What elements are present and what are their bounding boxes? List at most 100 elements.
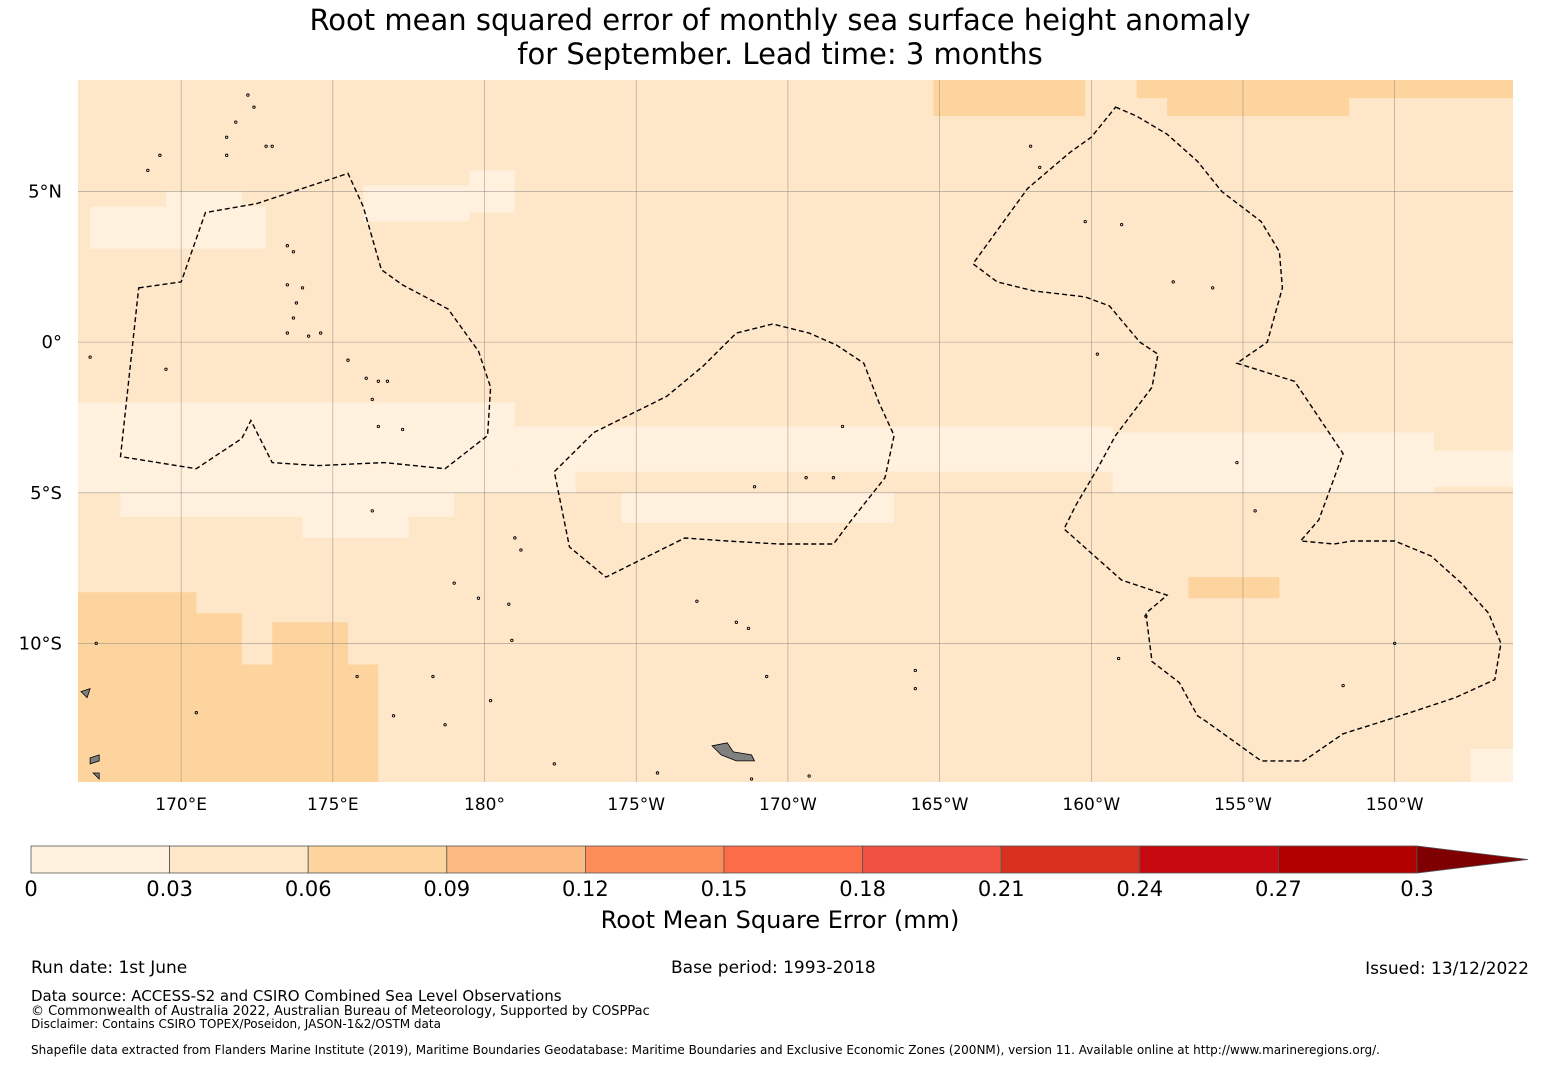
graticule (78, 80, 1513, 782)
island (734, 620, 738, 624)
field-cell (1470, 748, 1513, 782)
field-cell (1167, 98, 1350, 117)
colorbar: 0 0.03 0.06 0.09 0.12 0.15 0.18 0.21 0.24 0.27 0.3 (24, 845, 1529, 901)
run-date: Run date: 1st June (31, 958, 188, 978)
island (80, 687, 91, 699)
colorbar-blocks (30, 845, 1529, 874)
island (346, 358, 350, 362)
eez-outline (972, 106, 1502, 762)
island (752, 485, 757, 489)
field-cell (302, 516, 409, 538)
island (306, 334, 311, 338)
island (1253, 509, 1257, 513)
field-cell (1434, 450, 1513, 487)
island (1341, 683, 1345, 688)
field-cell (120, 492, 455, 517)
colorbar-tick-label: 0.03 (146, 877, 193, 901)
colorbar-extend-arrow (1416, 845, 1529, 874)
colorbar-tick-label: 0.09 (423, 877, 470, 901)
field-cell (1112, 486, 1435, 493)
island (92, 772, 100, 780)
island (294, 301, 299, 305)
field-cell (78, 592, 197, 665)
copyright-notice: © Commonwealth of Australia 2022, Austra… (31, 1004, 650, 1019)
shapefile-credit: Shapefile data extracted from Flanders M… (31, 1043, 1380, 1057)
island (1119, 222, 1124, 227)
issued-date: Issued: 13/12/2022 (1365, 959, 1529, 979)
island (452, 581, 456, 585)
island (1028, 144, 1033, 148)
lon-tick-label: 170°E (155, 795, 207, 815)
island (913, 686, 917, 691)
island (746, 626, 751, 630)
island (1116, 656, 1121, 661)
island (264, 144, 268, 148)
lon-tick-label: 160°W (1062, 795, 1120, 815)
field-cell (514, 426, 1113, 472)
island (1235, 460, 1239, 465)
island (88, 355, 92, 359)
coastlines (80, 93, 1397, 781)
field-cell (196, 613, 242, 665)
island (488, 699, 493, 703)
island (476, 596, 481, 600)
island (370, 397, 374, 402)
colorbar-block (307, 845, 448, 874)
eez-outline (119, 172, 492, 470)
island (270, 144, 274, 148)
island (376, 424, 380, 429)
field-cell (90, 206, 267, 249)
colorbar-block (723, 845, 864, 874)
lon-tick-label: 155°W (1214, 795, 1272, 815)
colorbar-tick-label: 0.18 (839, 877, 886, 901)
island (376, 379, 380, 383)
island (519, 548, 523, 552)
data-source: Data source: ACCESS-S2 and CSIRO Combine… (31, 987, 562, 1005)
island (300, 286, 305, 290)
island (804, 476, 808, 480)
island (285, 283, 289, 287)
island (234, 120, 238, 124)
colorbar-block (1000, 845, 1141, 874)
colorbar-block (1139, 845, 1279, 874)
island (225, 153, 229, 157)
island (1171, 280, 1175, 284)
colorbar-block (585, 845, 725, 874)
island (364, 376, 368, 380)
island (765, 674, 769, 679)
map-title-line-2: for September. Lead time: 3 months (517, 37, 1043, 71)
island (370, 509, 374, 513)
colorbar-tick-label: 0 (24, 877, 37, 901)
field-cell (933, 80, 1086, 117)
lon-tick-label: 170°W (759, 795, 817, 815)
field-cell (621, 492, 895, 523)
colorbar-tick-label: 0.06 (285, 877, 332, 901)
island (913, 668, 917, 673)
island (1083, 219, 1087, 224)
island (158, 153, 162, 157)
colorbar-label: Root Mean Square Error (mm) (600, 906, 960, 934)
field-cell (78, 471, 576, 493)
island (749, 777, 754, 781)
island (831, 476, 836, 480)
island (285, 244, 289, 248)
lon-tick-label: 165°W (911, 795, 969, 815)
island (225, 135, 229, 139)
lat-tick-label: 5°N (28, 181, 62, 202)
lon-tick-label: 175°W (607, 795, 665, 815)
island (194, 711, 198, 715)
island (510, 638, 514, 643)
island (695, 599, 699, 603)
island (655, 771, 660, 775)
island (552, 762, 556, 766)
map-title-line-1: Root mean squared error of monthly sea s… (309, 3, 1251, 37)
field-cell (1136, 80, 1513, 99)
lon-tick-label: 175°E (307, 795, 359, 815)
island (711, 742, 756, 762)
colorbar-tick-label: 0.3 (1400, 877, 1433, 901)
field-cell (363, 185, 470, 222)
island (291, 250, 296, 254)
colorbar-block (862, 845, 1002, 874)
island (94, 641, 98, 646)
field-cell (1112, 432, 1435, 487)
